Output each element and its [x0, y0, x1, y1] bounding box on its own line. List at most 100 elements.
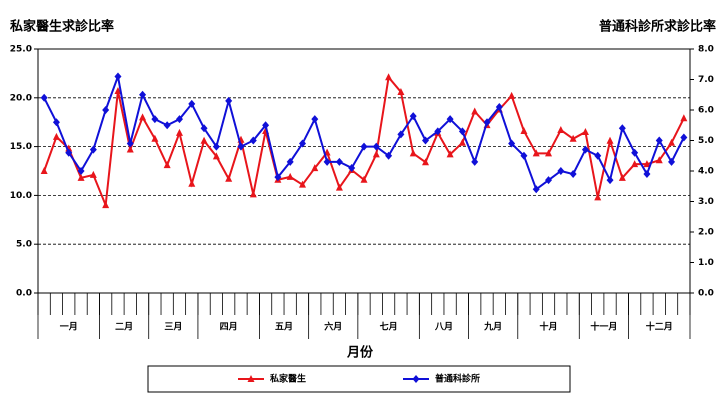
point — [495, 102, 503, 111]
point — [188, 179, 196, 187]
x-group-label: 四月 — [220, 322, 238, 333]
point — [532, 149, 540, 157]
point — [126, 139, 134, 148]
point — [520, 126, 528, 134]
point — [89, 145, 97, 154]
x-group-label: 二月 — [115, 322, 133, 333]
point — [409, 112, 417, 121]
point — [446, 115, 454, 124]
x-group-label: 十月 — [540, 321, 558, 333]
x-group-label: 十二月 — [646, 321, 673, 333]
point — [655, 156, 663, 164]
point — [102, 201, 110, 209]
point — [606, 176, 614, 185]
y2-tick-label: 1.0 — [698, 258, 714, 268]
point — [508, 139, 516, 148]
point — [545, 149, 553, 157]
y2-tick-label: 6.0 — [698, 106, 714, 116]
point — [385, 73, 393, 81]
point — [311, 115, 319, 124]
point — [471, 107, 479, 115]
x-group-label: 七月 — [380, 321, 398, 333]
point — [458, 127, 466, 136]
y-tick-label: 15.0 — [10, 142, 32, 152]
y2-tick-label: 4.0 — [698, 167, 714, 177]
point — [40, 93, 48, 102]
point — [114, 86, 122, 94]
x-group-label: 六月 — [324, 321, 342, 333]
y-axis-title: 私家醫生求診比率 — [10, 19, 114, 35]
point — [335, 183, 343, 191]
y2-tick-label: 2.0 — [698, 228, 714, 238]
point — [335, 157, 343, 166]
point — [668, 138, 676, 146]
point — [311, 164, 319, 172]
point — [446, 150, 454, 158]
point — [372, 150, 380, 158]
point — [668, 157, 676, 166]
point — [483, 118, 491, 127]
point — [385, 151, 393, 160]
point — [372, 142, 380, 151]
y-tick-label: 25.0 — [10, 45, 32, 55]
point — [237, 142, 245, 151]
point — [581, 145, 589, 154]
point — [151, 115, 159, 124]
point — [434, 127, 442, 136]
point — [520, 151, 528, 160]
point — [680, 133, 688, 142]
y-tick-label: 10.0 — [10, 191, 32, 201]
legend-marker — [247, 375, 255, 382]
y2-axis-title: 普通科診所求診比率 — [599, 19, 716, 35]
point — [175, 128, 183, 136]
point — [139, 113, 147, 121]
point — [249, 190, 257, 198]
point — [114, 72, 122, 81]
point — [422, 158, 430, 166]
point — [200, 136, 208, 144]
point — [262, 121, 270, 130]
point — [102, 106, 110, 114]
plot-area — [37, 48, 691, 294]
y2-tick-label: 3.0 — [698, 197, 714, 207]
point — [631, 148, 639, 157]
x-group-label: 三月 — [164, 322, 182, 333]
point — [594, 151, 602, 160]
point — [409, 149, 417, 157]
point — [212, 152, 220, 160]
point — [77, 167, 85, 175]
x-group-label: 五月 — [275, 322, 293, 333]
point — [52, 132, 60, 140]
point — [298, 139, 306, 148]
point — [225, 174, 233, 182]
point — [163, 161, 171, 169]
legend-label: 普通科診所 — [435, 373, 480, 385]
point — [163, 121, 171, 130]
y2-tick-label: 7.0 — [698, 75, 714, 85]
point — [286, 172, 294, 180]
point — [200, 124, 208, 133]
point — [360, 175, 368, 183]
point — [569, 134, 577, 142]
point — [471, 157, 479, 166]
point — [249, 136, 257, 145]
point — [458, 138, 466, 146]
point — [139, 90, 147, 99]
legend-marker — [412, 375, 420, 383]
point — [557, 167, 565, 175]
point — [126, 145, 134, 153]
point — [631, 160, 639, 168]
point — [618, 173, 626, 181]
point — [286, 157, 294, 166]
point — [77, 173, 85, 181]
point — [360, 142, 368, 151]
legend-label: 私家醫生 — [269, 373, 306, 385]
point — [348, 163, 356, 172]
y2-tick-label: 0.0 — [698, 289, 714, 299]
point — [618, 124, 626, 133]
point — [212, 142, 220, 151]
point — [225, 96, 233, 105]
point — [397, 130, 405, 139]
point — [323, 157, 331, 166]
